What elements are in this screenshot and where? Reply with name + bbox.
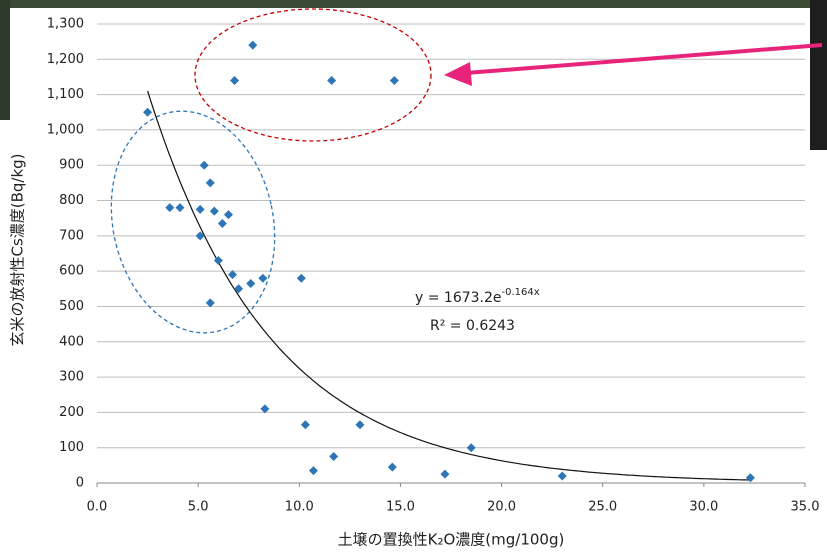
point [224,210,233,219]
y-tick-label: 1,100 [47,87,84,102]
y-tick-label: 700 [59,228,84,243]
point [248,41,257,50]
photo-strip [0,0,827,8]
y-tick-label: 600 [59,264,84,279]
point [175,203,184,212]
y-tick-label: 500 [59,299,84,314]
highlight-ellipse [195,9,431,141]
x-tick-label: 30.0 [689,500,718,515]
x-tick-label: 5.0 [188,500,209,515]
r-squared: R² = 0.6243 [430,318,515,334]
highlight-ellipse [91,96,294,348]
point [200,161,209,170]
point [467,443,476,452]
point [301,420,310,429]
point [196,205,205,214]
point [327,76,336,85]
point [218,219,227,228]
y-tick-label: 0 [76,476,84,491]
point [230,76,239,85]
point [165,203,174,212]
point [210,207,219,216]
chart: y = 1673.2e-0.164x R² = 0.6243 土壌の置換性K₂O… [0,0,827,555]
point [206,178,215,187]
y-tick-label: 200 [59,405,84,420]
equation-exponent: -0.164x [502,287,540,298]
x-tick-label: 10.0 [285,500,314,515]
y-tick-label: 1,000 [47,122,84,137]
x-axis-title: 土壌の置換性K₂O濃度(mg/100g) [338,531,565,549]
x-tick-label: 25.0 [588,500,617,515]
y-tick-label: 900 [59,158,84,173]
point [143,108,152,117]
y-tick-label: 300 [59,370,84,385]
point [258,274,267,283]
y-tick-label: 1,200 [47,52,84,67]
equation: y = 1673.2e-0.164x [415,287,540,306]
point [388,463,397,472]
y-tick-label: 800 [59,193,84,208]
point [234,284,243,293]
page: {"chart_data": { "type": "scatter", "x_l… [0,0,827,555]
arrow-head [444,62,472,86]
grid [97,24,805,483]
y-tick-label: 400 [59,334,84,349]
point [297,274,306,283]
point [355,420,364,429]
point [329,452,338,461]
photo-strip [810,0,827,150]
x-tick-label: 35.0 [791,500,820,515]
x-tick-label: 0.0 [87,500,108,515]
point [558,471,567,480]
y-axis-title: 玄米の放射性Cs濃度(Bq/kg) [9,153,27,346]
equation-text: y = 1673.2e [415,290,502,306]
point [440,470,449,479]
point [390,76,399,85]
x-tick-label: 20.0 [487,500,516,515]
y-tick-label: 100 [59,440,84,455]
photo-strip [0,0,10,120]
x-tick-label: 15.0 [386,500,415,515]
point [746,473,755,482]
y-tick-label: 1,300 [47,17,84,32]
point [246,279,255,288]
point [309,466,318,475]
